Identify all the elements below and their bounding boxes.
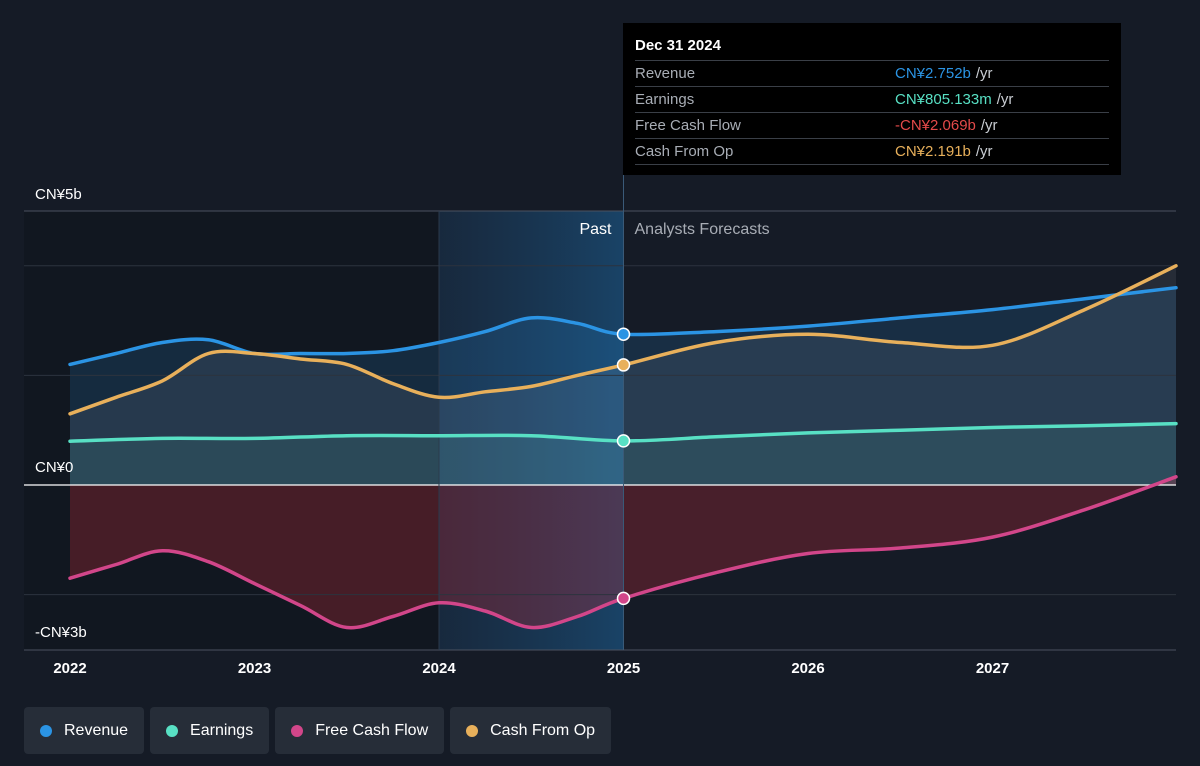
- marker-revenue: [616, 327, 631, 341]
- x-axis-label: 2026: [791, 660, 824, 677]
- x-axis-label: 2024: [422, 660, 456, 677]
- tooltip-unit: /yr: [980, 117, 998, 134]
- marker-free-cash-flow: [616, 591, 631, 606]
- tooltip-unit: /yr: [975, 65, 993, 82]
- tooltip-row-cash-from-op: Cash From Op CN¥2.191b /yr: [635, 138, 1109, 165]
- tooltip-label: Earnings: [635, 91, 695, 108]
- legend-label: Cash From Op: [490, 721, 596, 739]
- tooltip-unit: /yr: [975, 143, 993, 160]
- tooltip-value: CN¥2.191b: [895, 143, 971, 160]
- legend-dot-icon: [291, 724, 304, 737]
- legend-item-revenue[interactable]: Revenue: [24, 707, 145, 754]
- legend-dot-icon: [40, 724, 52, 737]
- x-axis-label: 2022: [53, 660, 86, 677]
- tooltip-label: Free Cash Flow: [635, 117, 741, 134]
- highlight-region: [439, 211, 624, 650]
- tooltip-row-revenue: Revenue CN¥2.752b /yr: [635, 60, 1109, 86]
- legend-item-cash-from-op[interactable]: Cash From Op: [450, 707, 612, 754]
- legend: Revenue Earnings Free Cash Flow Cash Fro…: [24, 707, 612, 754]
- legend-item-earnings[interactable]: Earnings: [150, 707, 270, 754]
- marker-cash-from-op: [616, 358, 631, 372]
- tooltip-date: Dec 31 2024: [635, 37, 721, 54]
- tooltip-unit: /yr: [996, 91, 1014, 108]
- tooltip-row-free-cash-flow: Free Cash Flow -CN¥2.069b /yr: [635, 112, 1109, 138]
- tooltip-row-earnings: Earnings CN¥805.133m /yr: [635, 86, 1109, 112]
- chart-area: CN¥5b CN¥0 -CN¥3b 2022 2023 2024 2025 2026 2027 P…: [24, 175, 1178, 677]
- legend-label: Free Cash Flow: [315, 721, 429, 739]
- marker-earnings: [616, 434, 631, 448]
- x-axis-label: 2027: [976, 660, 1009, 677]
- forecast-label: Analysts Forecasts: [635, 221, 770, 238]
- legend-label: Revenue: [64, 721, 129, 739]
- tooltip-value: CN¥805.133m: [895, 91, 992, 108]
- tooltip: Dec 31 2024 Revenue CN¥2.752b /yr Earnin…: [623, 23, 1121, 175]
- tooltip-value: -CN¥2.069b: [895, 117, 976, 134]
- line-revenue: [68, 285, 1178, 367]
- y-axis-label: CN¥5b: [35, 186, 82, 203]
- x-axis-label: 2023: [238, 660, 271, 677]
- tooltip-label: Cash From Op: [635, 143, 734, 160]
- legend-dot-icon: [166, 724, 179, 737]
- line-cash-from-op: [68, 264, 1178, 416]
- legend-dot-icon: [466, 724, 479, 737]
- line-free-cash-flow: [68, 475, 1178, 630]
- past-label: Past: [579, 221, 612, 238]
- tooltip-value: CN¥2.752b: [895, 65, 971, 82]
- tooltip-label: Revenue: [635, 65, 696, 82]
- y-axis-label: CN¥0: [35, 459, 73, 476]
- legend-label: Earnings: [190, 721, 254, 739]
- legend-item-free-cash-flow[interactable]: Free Cash Flow: [275, 707, 445, 754]
- y-axis-label: -CN¥3b: [35, 624, 87, 641]
- x-axis-label: 2025: [607, 660, 640, 677]
- past-region: [24, 211, 439, 650]
